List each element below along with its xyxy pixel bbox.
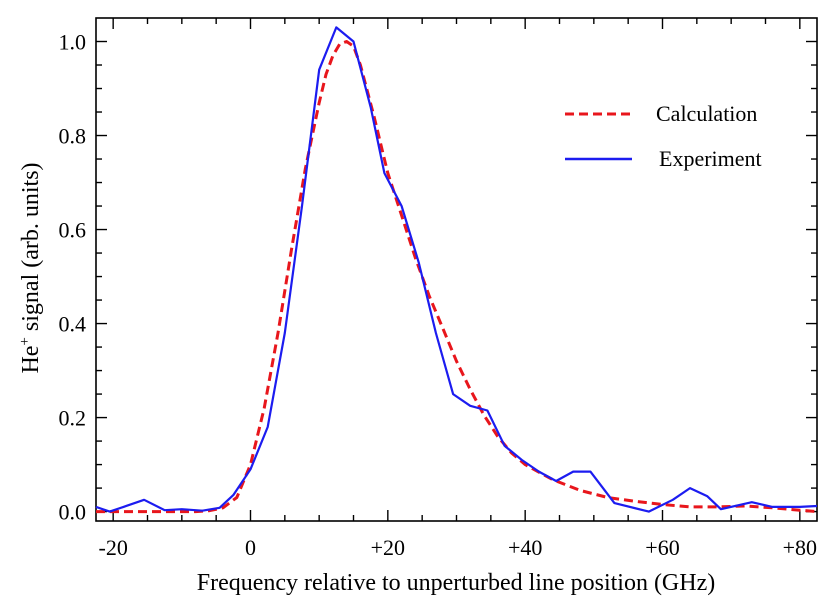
legend-experiment-label: Experiment: [659, 146, 762, 171]
x-tick-label: +60: [645, 535, 679, 560]
y-tick-label: 0.0: [59, 500, 87, 525]
y-axis-title: He+ signal (arb. units): [17, 162, 44, 373]
y-axis-title-main: He: [18, 346, 44, 374]
y-tick-label: 0.6: [59, 218, 87, 243]
series-line-calculation: [96, 40, 818, 514]
y-tick-label: 0.4: [59, 312, 87, 337]
x-tick-label: -20: [99, 535, 128, 560]
x-axis-title: Frequency relative to unperturbed line p…: [197, 570, 716, 596]
y-axis-title-superscript: +: [17, 337, 33, 345]
series-layer: [95, 26, 818, 514]
y-axis-title-rest: signal (arb. units): [18, 162, 44, 337]
legend: Calculation Experiment: [565, 101, 762, 171]
plot-frame: [95, 17, 818, 522]
y-tick-label: 0.8: [59, 124, 87, 149]
x-tick-label: 0: [245, 535, 256, 560]
x-tick-label: +40: [508, 535, 542, 560]
ticks: -20 0 +20 +40 +60 +80 0.0 0.2 0.4 0.6 0.8 1.0: [59, 18, 817, 560]
series-line-experiment: [95, 26, 818, 513]
y-tick-label: 0.2: [59, 406, 87, 431]
y-tick-label: 1.0: [59, 30, 87, 55]
legend-calculation-label: Calculation: [656, 101, 757, 126]
x-tick-label: +80: [783, 535, 817, 560]
x-tick-label: +20: [371, 535, 405, 560]
